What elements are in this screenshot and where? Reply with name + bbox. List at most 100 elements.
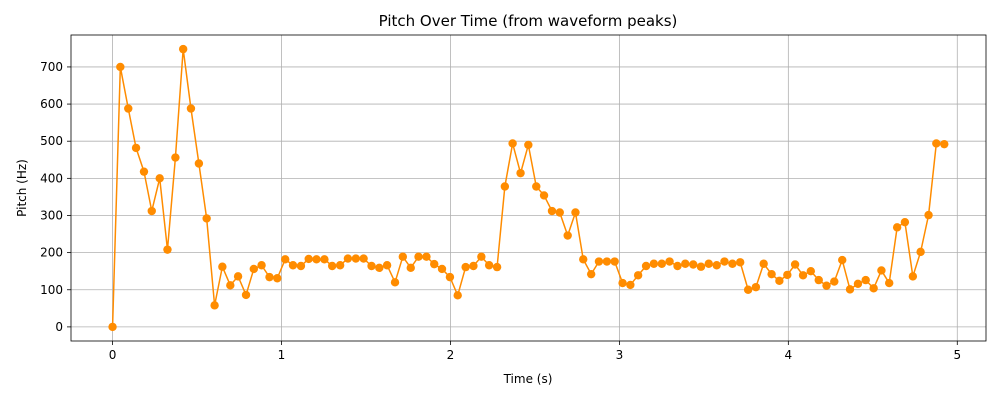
pitch-data-point [116,62,125,72]
x-tick-label: 3 [616,348,624,362]
pitch-data-point [437,264,447,274]
pitch-data-point [649,259,659,268]
x-tick-label: 4 [785,348,793,362]
pitch-data-point [390,278,400,287]
pitch-data-point [288,261,298,270]
x-tick-label: 2 [447,348,455,362]
pitch-data-point [940,139,949,149]
pitch-data-point [735,258,745,267]
pitch-data-point [249,264,258,274]
pitch-data-point [492,262,502,272]
pitch-series-line [111,48,945,327]
pitch-data-point [202,214,211,223]
x-tick-label: 1 [278,348,286,362]
pitch-data-point [194,159,204,168]
pitch-data-point [226,281,235,290]
pitch-data-point [171,153,180,162]
pitch-data-point [822,281,831,290]
pitch-data-point [210,301,219,310]
grid-lines [71,35,986,341]
pitch-data-point [382,261,392,270]
pitch-data-point [367,261,376,271]
pitch-data-point [139,167,149,176]
pitch-data-point [728,259,737,268]
pitch-data-point [681,259,690,268]
pitch-data-point [257,261,266,270]
pitch-data-point [414,252,423,261]
pitch-data-point [861,275,870,285]
pitch-data-point [586,269,596,279]
pitch-data-point [900,217,910,227]
pitch-data-point [453,291,462,300]
x-tick-label: 5 [953,348,961,362]
pitch-data-point [720,257,729,266]
pitch-data-point [908,272,918,281]
y-tick-label: 0 [55,320,63,334]
pitch-data-point [273,274,282,283]
pitch-data-point [477,252,486,261]
pitch-data-point [516,168,525,178]
pitch-data-point [233,272,243,281]
pitch-data-point [916,247,925,257]
pitch-data-point [312,255,321,264]
pitch-data-point [673,261,682,271]
x-axis-label: Time (s) [503,372,553,386]
pitch-data-point [539,191,549,200]
pitch-data-point [241,290,251,300]
y-tick-label: 200 [40,246,63,260]
series-layer [108,44,949,332]
pitch-data-point [547,206,557,216]
pitch-data-point [343,254,353,263]
pitch-data-point [500,182,510,191]
pitch-data-point [743,285,753,294]
pitch-data-point [579,255,588,264]
pitch-data-point [532,182,541,191]
pitch-data-point [375,263,384,273]
pitch-data-point [155,174,164,183]
pitch-data-point [626,280,635,290]
pitch-data-point [524,140,533,150]
pitch-data-point [461,262,470,272]
pitch-data-point [265,272,274,282]
pitch-data-point [814,275,823,285]
pitch-data-point [163,245,172,254]
pitch-data-point [484,261,494,270]
pitch-data-point [712,261,721,270]
pitch-data-point [422,252,431,261]
pitch-data-point [641,261,651,271]
pitch-data-point [563,231,572,240]
pitch-data-point [633,271,643,280]
pitch-data-point [657,259,666,268]
pitch-data-point [508,139,517,148]
y-tick-label: 300 [40,208,63,222]
pitch-data-point [610,257,619,266]
pitch-data-point [838,255,847,265]
pitch-data-point [924,210,933,220]
pitch-data-point [751,282,761,292]
y-tick-label: 700 [40,60,63,74]
pitch-data-point [806,266,816,276]
pitch-data-point [131,143,141,153]
pitch-data-point [704,259,713,268]
x-tick-label: 0 [109,348,117,362]
pitch-data-point [327,261,337,271]
pitch-data-point [296,261,306,271]
pitch-data-point [696,262,706,271]
pitch-data-point [469,261,478,271]
y-axis-label: Pitch (Hz) [15,159,29,217]
axis-ticks: 0 1 2 3 4 5 0 100 200 300 400 500 600 700 [40,60,961,362]
pitch-data-point [398,252,408,261]
pitch-data-point [830,277,839,286]
pitch-data-point [406,263,415,273]
pitch-data-point [877,266,886,275]
pitch-data-point [555,208,564,217]
chart-title: Pitch Over Time (from waveform peaks) [379,12,678,30]
pitch-data-point [445,272,455,282]
pitch-data-point [689,260,698,269]
pitch-data-point [430,259,439,269]
pitch-data-point [218,262,227,271]
pitch-data-point [108,322,117,332]
pitch-data-point [885,278,894,288]
pitch-data-point [602,257,612,266]
pitch-data-point [853,279,863,289]
